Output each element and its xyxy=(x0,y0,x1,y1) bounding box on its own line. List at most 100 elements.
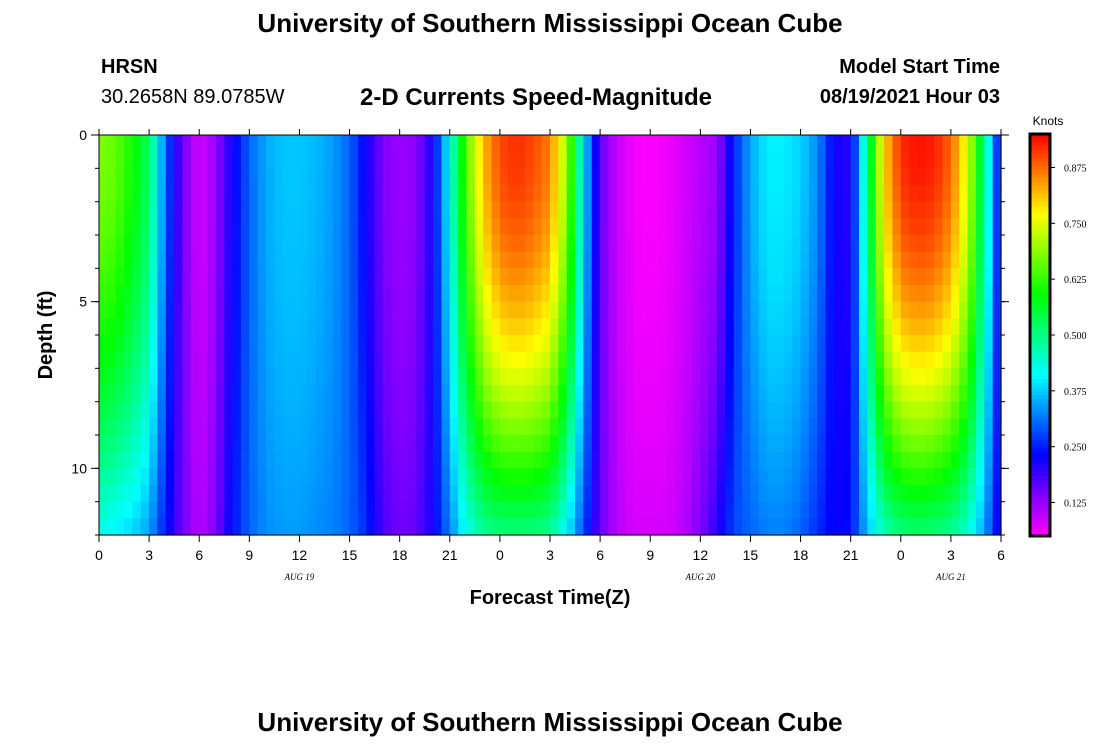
heatmap-cell xyxy=(107,201,117,219)
heatmap-cell xyxy=(458,135,468,153)
heatmap-cell xyxy=(249,218,259,236)
heatmap-cell xyxy=(533,485,543,503)
heatmap-cell xyxy=(625,435,635,453)
heatmap-cell xyxy=(558,385,568,403)
heatmap-cell xyxy=(641,251,651,269)
heatmap-cell xyxy=(491,135,501,153)
heatmap-cell xyxy=(967,368,977,386)
heatmap-cell xyxy=(842,185,852,203)
heatmap-cell xyxy=(324,501,334,519)
heatmap-cell xyxy=(817,268,827,286)
heatmap-cell xyxy=(909,251,919,269)
heatmap-cell xyxy=(683,501,693,519)
heatmap-cell xyxy=(149,201,159,219)
date-label: AUG 20 xyxy=(684,572,715,582)
heatmap-cell xyxy=(240,485,250,503)
heatmap-cell xyxy=(441,168,451,186)
heatmap-cell xyxy=(900,301,910,319)
heatmap-cell xyxy=(274,485,284,503)
top-title: University of Southern Mississippi Ocean… xyxy=(257,8,843,38)
heatmap-cell xyxy=(341,401,351,419)
heatmap-cell xyxy=(458,335,468,353)
heatmap-cell xyxy=(850,501,860,519)
heatmap-cell xyxy=(165,218,175,236)
heatmap-cell xyxy=(758,218,768,236)
heatmap-cell xyxy=(900,335,910,353)
heatmap-cell xyxy=(859,235,868,253)
heatmap-cell xyxy=(349,218,359,236)
heatmap-cell xyxy=(666,285,676,303)
heatmap-cell xyxy=(909,401,919,419)
heatmap-cell xyxy=(157,268,167,286)
heatmap-cell xyxy=(408,451,417,469)
heatmap-cell xyxy=(842,385,852,403)
heatmap-cell xyxy=(650,418,660,436)
heatmap-cell xyxy=(758,401,768,419)
heatmap-cell xyxy=(725,185,735,203)
heatmap-cell xyxy=(842,435,852,453)
heatmap-cell xyxy=(733,418,743,436)
heatmap-cell xyxy=(257,318,267,336)
heatmap-cell xyxy=(633,135,643,153)
heatmap-cell xyxy=(307,235,317,253)
heatmap-cell xyxy=(867,501,877,519)
heatmap-cell xyxy=(408,368,417,386)
heatmap-cell xyxy=(833,301,843,319)
heatmap-cell xyxy=(717,318,726,336)
heatmap-cell xyxy=(984,318,994,336)
heatmap-cell xyxy=(307,318,317,336)
heatmap-cell xyxy=(341,518,351,536)
heatmap-cell xyxy=(441,518,451,536)
heatmap-cell xyxy=(884,501,894,519)
heatmap-cell xyxy=(959,251,969,269)
heatmap-cell xyxy=(324,285,334,303)
heatmap-cell xyxy=(566,501,576,519)
heatmap-cell xyxy=(341,268,351,286)
heatmap-cell xyxy=(842,485,852,503)
heatmap-cell xyxy=(583,151,593,169)
heatmap-cell xyxy=(516,385,526,403)
heatmap-cell xyxy=(516,201,526,219)
heatmap-cell xyxy=(449,501,459,519)
heatmap-cell xyxy=(783,235,793,253)
heatmap-cell xyxy=(182,368,192,386)
heatmap-cell xyxy=(808,201,818,219)
heatmap-cell xyxy=(742,201,752,219)
heatmap-cell xyxy=(925,501,935,519)
heatmap-cell xyxy=(984,201,994,219)
heatmap-cell xyxy=(466,351,476,369)
heatmap-cell xyxy=(925,218,935,236)
heatmap-cell xyxy=(508,418,518,436)
heatmap-cell xyxy=(600,518,610,536)
heatmap-cell xyxy=(466,168,476,186)
heatmap-cell xyxy=(408,185,417,203)
x-tick-label: 3 xyxy=(546,547,554,563)
heatmap-cell xyxy=(382,168,392,186)
heatmap-cell xyxy=(399,335,409,353)
heatmap-cell xyxy=(165,368,175,386)
heatmap-cell xyxy=(408,468,417,486)
heatmap-cell xyxy=(658,451,668,469)
heatmap-cell xyxy=(132,185,142,203)
heatmap-cell xyxy=(633,168,643,186)
heatmap-cell xyxy=(374,185,384,203)
heatmap-cell xyxy=(650,351,660,369)
heatmap-cell xyxy=(307,518,317,536)
heatmap-cell xyxy=(366,285,376,303)
heatmap-cell xyxy=(942,485,952,503)
heatmap-cell xyxy=(474,251,484,269)
heatmap-cell xyxy=(675,385,685,403)
heatmap-cell xyxy=(416,385,426,403)
heatmap-cell xyxy=(817,368,827,386)
heatmap-cell xyxy=(224,201,234,219)
heatmap-cell xyxy=(232,518,242,536)
colorbar-cell xyxy=(1030,146,1050,151)
chart-subtitle: 2-D Currents Speed-Magnitude xyxy=(360,84,713,111)
heatmap-cell xyxy=(491,268,501,286)
heatmap-cell xyxy=(508,151,518,169)
heatmap-cell xyxy=(600,151,610,169)
heatmap-cell xyxy=(282,335,292,353)
colorbar-cell xyxy=(1030,499,1050,505)
colorbar-tick-label: 0.125 xyxy=(1064,499,1087,510)
